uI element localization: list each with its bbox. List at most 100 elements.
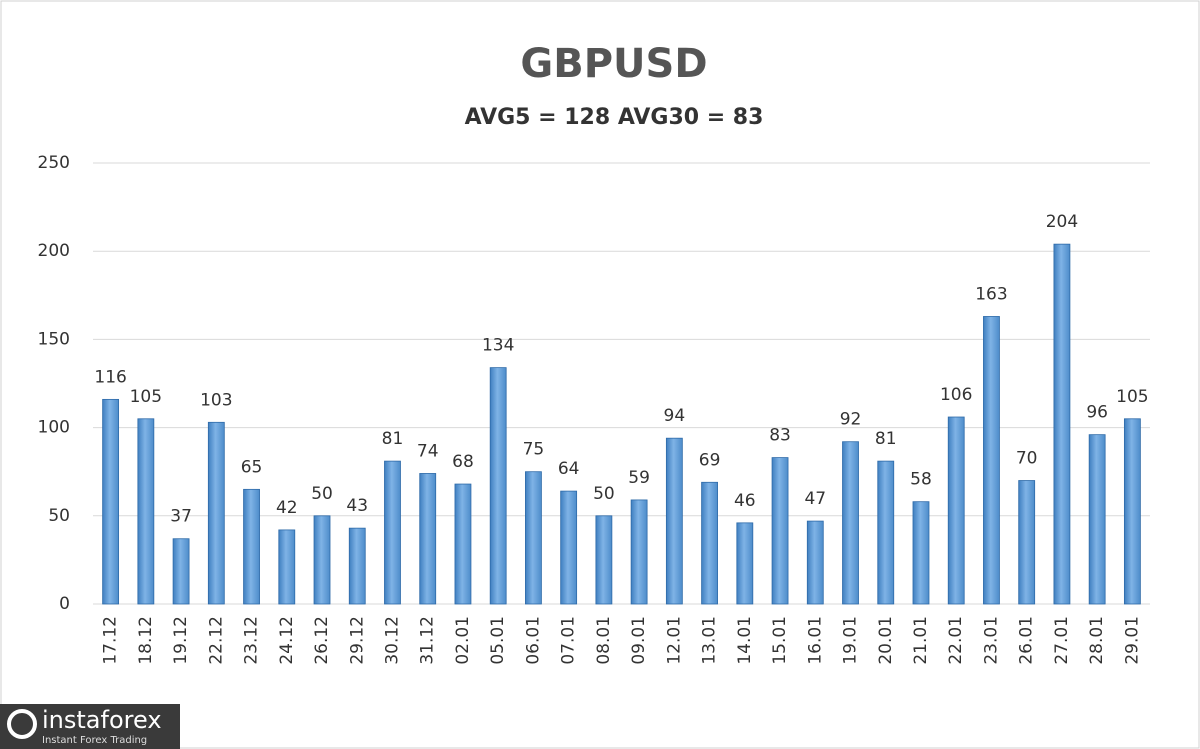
data-label: 47 — [804, 489, 826, 509]
data-label: 81 — [875, 429, 897, 449]
data-label: 163 — [975, 284, 1007, 304]
x-tick-label: 19.01 — [841, 616, 861, 665]
data-label: 50 — [311, 484, 333, 504]
bar — [454, 483, 472, 605]
bar — [771, 457, 789, 605]
x-tick-label: 27.01 — [1052, 616, 1072, 665]
x-tick-label: 09.01 — [629, 616, 649, 665]
bar — [947, 416, 965, 605]
bar — [630, 499, 648, 605]
bar — [842, 441, 859, 605]
data-label: 116 — [94, 367, 126, 387]
data-label: 43 — [346, 496, 368, 516]
data-label: 105 — [130, 387, 162, 407]
x-tick-label: 14.01 — [735, 616, 755, 665]
bar — [137, 418, 155, 605]
data-label: 46 — [734, 491, 756, 511]
bar — [1123, 418, 1141, 605]
x-tick-label: 29.01 — [1122, 616, 1142, 665]
bar — [560, 490, 578, 605]
x-tick-label: 16.01 — [805, 616, 825, 665]
x-tick-label: 18.12 — [136, 616, 156, 665]
x-tick-label: 19.12 — [171, 616, 191, 665]
chart-subtitle: AVG5 = 128 AVG30 = 83 — [465, 105, 764, 130]
data-label: 83 — [769, 426, 791, 446]
bar — [806, 520, 824, 605]
x-tick-label: 15.01 — [770, 616, 790, 665]
data-label: 106 — [940, 385, 972, 405]
bar — [1018, 480, 1036, 605]
data-label: 70 — [1016, 449, 1038, 469]
x-tick-label: 22.01 — [946, 616, 966, 665]
x-tick-label: 30.12 — [382, 616, 402, 665]
bar — [207, 421, 225, 605]
bar — [348, 527, 366, 605]
bar — [701, 481, 718, 605]
data-label: 94 — [664, 406, 686, 426]
bar — [1088, 434, 1106, 605]
data-label: 81 — [382, 429, 404, 449]
data-label: 92 — [840, 410, 862, 430]
data-label: 74 — [417, 441, 439, 461]
x-tick-label: 21.01 — [911, 616, 931, 665]
x-tick-label: 08.01 — [594, 616, 614, 665]
x-tick-label: 26.12 — [312, 616, 332, 665]
watermark: instaforex Instant Forex Trading — [0, 704, 180, 749]
data-label: 134 — [482, 336, 514, 356]
bar — [489, 367, 507, 605]
chart-title: GBPUSD — [520, 41, 707, 87]
x-tick-label: 23.12 — [242, 616, 262, 665]
data-label: 58 — [910, 470, 932, 490]
x-tick-label: 20.01 — [876, 616, 896, 665]
bar — [525, 471, 542, 605]
bar — [912, 501, 930, 605]
x-tick-label: 26.01 — [1017, 616, 1037, 665]
y-tick-label: 150 — [38, 329, 70, 349]
x-tick-label: 22.12 — [206, 616, 226, 665]
data-label: 75 — [523, 440, 545, 460]
bar — [595, 515, 613, 605]
x-tick-label: 06.01 — [523, 616, 543, 665]
y-tick-label: 100 — [38, 418, 70, 438]
data-label: 68 — [452, 452, 474, 472]
bar — [983, 316, 1000, 605]
watermark-brand: instaforex — [42, 706, 162, 734]
bar — [736, 522, 754, 605]
x-tick-label: 24.12 — [277, 616, 297, 665]
x-tick-label: 05.01 — [488, 616, 508, 665]
y-tick-label: 200 — [38, 241, 70, 261]
data-label: 50 — [593, 484, 615, 504]
x-tick-label: 17.12 — [101, 616, 121, 665]
bar — [877, 460, 895, 605]
bar — [172, 538, 190, 605]
bar — [384, 460, 401, 605]
data-label: 59 — [628, 468, 650, 488]
y-tick-label: 0 — [59, 594, 70, 614]
data-label: 37 — [170, 507, 192, 527]
watermark-logo — [7, 709, 37, 739]
x-tick-label: 31.12 — [418, 616, 438, 665]
bar — [278, 529, 296, 605]
x-tick-label: 13.01 — [700, 616, 720, 665]
x-tick-label: 02.01 — [453, 616, 473, 665]
bar — [665, 437, 683, 605]
x-tick-label: 07.01 — [559, 616, 579, 665]
x-tick-label: 29.12 — [347, 616, 367, 665]
data-label: 96 — [1086, 403, 1108, 423]
data-label: 64 — [558, 459, 580, 479]
data-label: 42 — [276, 498, 298, 518]
data-label: 65 — [241, 457, 263, 477]
data-label: 69 — [699, 450, 721, 470]
bar — [102, 398, 120, 605]
bar — [313, 515, 331, 605]
x-tick-label: 12.01 — [664, 616, 684, 665]
data-label: 103 — [200, 390, 232, 410]
bar — [1053, 243, 1071, 605]
y-tick-label: 250 — [38, 153, 70, 173]
watermark-tagline: Instant Forex Trading — [42, 735, 147, 746]
y-tick-label: 50 — [48, 506, 70, 526]
x-tick-label: 28.01 — [1087, 616, 1107, 665]
bar — [243, 488, 260, 605]
